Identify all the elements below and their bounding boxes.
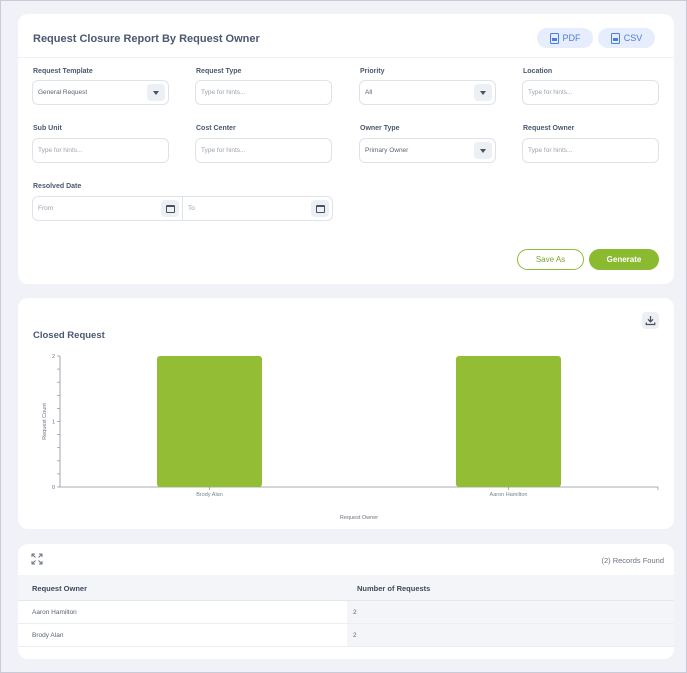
date-to-placeholder: To xyxy=(188,205,195,212)
cell-request-owner: Aaron Hamilton xyxy=(32,609,77,616)
priority-label: Priority xyxy=(360,68,385,75)
chart-title: Closed Request xyxy=(33,330,105,341)
download-chart-button[interactable] xyxy=(642,312,659,329)
cost-center-input[interactable]: Type for hints... xyxy=(195,138,332,163)
pdf-file-icon xyxy=(549,32,559,44)
export-csv-button[interactable]: CSV xyxy=(598,28,655,48)
date-to-input[interactable]: To xyxy=(182,197,332,220)
location-placeholder: Type for hints... xyxy=(528,89,573,96)
date-from-placeholder: From xyxy=(38,205,54,212)
chevron-down-icon[interactable] xyxy=(474,84,492,101)
calendar-icon[interactable] xyxy=(161,200,179,217)
request-owner-placeholder: Type for hints... xyxy=(528,147,573,154)
x-tick-label: Aaron Hamilton xyxy=(490,492,528,498)
priority-value: All xyxy=(365,89,373,96)
x-axis-title: Request Owner xyxy=(340,515,378,521)
calendar-icon[interactable] xyxy=(311,200,329,217)
cost-center-label: Cost Center xyxy=(196,125,236,132)
export-pdf-button[interactable]: PDF xyxy=(537,28,593,48)
request-owner-input[interactable]: Type for hints... xyxy=(522,138,659,163)
sub-unit-label: Sub Unit xyxy=(33,125,62,132)
owner-type-value: Primary Owner xyxy=(365,147,409,154)
cost-center-placeholder: Type for hints... xyxy=(201,147,246,154)
resolved-date-label: Resolved Date xyxy=(33,183,82,190)
title-divider xyxy=(18,57,674,58)
save-as-button[interactable]: Save As xyxy=(517,249,584,270)
location-input[interactable]: Type for hints... xyxy=(522,80,659,105)
y-tick-label: 0 xyxy=(52,485,55,491)
column-header-request-owner[interactable]: Request Owner xyxy=(32,584,88,593)
owner-type-label: Owner Type xyxy=(360,125,400,132)
bar xyxy=(456,356,561,487)
request-owner-label: Request Owner xyxy=(523,125,575,132)
table-row: Aaron Hamilton 2 xyxy=(18,601,674,624)
request-type-input[interactable]: Type for hints... xyxy=(195,80,332,105)
download-icon xyxy=(645,316,656,326)
chevron-down-icon[interactable] xyxy=(474,142,492,159)
y-axis-title: Request Count xyxy=(42,403,48,440)
x-tick-label: Brody Alan xyxy=(196,492,223,498)
records-found-count: (2) Records Found xyxy=(601,556,664,565)
csv-label: CSV xyxy=(623,33,643,43)
column-header-number-of-requests[interactable]: Number of Requests xyxy=(357,584,431,593)
priority-select[interactable]: All xyxy=(359,80,496,105)
resolved-date-range: From To xyxy=(32,196,333,221)
request-template-select[interactable]: General Request xyxy=(32,80,169,105)
y-tick-label: 2 xyxy=(52,354,55,360)
sub-unit-placeholder: Type for hints... xyxy=(38,147,83,154)
owner-type-select[interactable]: Primary Owner xyxy=(359,138,496,163)
expand-icon[interactable] xyxy=(31,553,43,565)
y-tick-label: 1 xyxy=(52,420,55,426)
cell-number-of-requests: 2 xyxy=(347,624,674,646)
chart-card: Closed Request 0 1 2 Brody Alan Aaron Hamilt… xyxy=(18,298,674,529)
location-label: Location xyxy=(523,68,553,75)
generate-button[interactable]: Generate xyxy=(589,249,659,270)
bar xyxy=(157,356,262,487)
table-row: Brody Alan 2 xyxy=(18,624,674,647)
request-template-value: General Request xyxy=(38,89,88,96)
report-title: Request Closure Report By Request Owner xyxy=(33,33,260,45)
request-type-label: Request Type xyxy=(196,68,242,75)
results-table-card: (2) Records Found Request Owner Number o… xyxy=(18,544,674,659)
request-type-placeholder: Type for hints... xyxy=(201,89,246,96)
request-template-label: Request Template xyxy=(33,68,93,75)
cell-number-of-requests: 2 xyxy=(347,601,674,623)
sub-unit-input[interactable]: Type for hints... xyxy=(32,138,169,163)
chevron-down-icon[interactable] xyxy=(147,84,165,101)
csv-file-icon xyxy=(610,32,620,44)
table-header: Request Owner Number of Requests xyxy=(18,575,674,601)
report-filter-card: Request Closure Report By Request Owner … xyxy=(18,14,674,284)
cell-request-owner: Brody Alan xyxy=(32,632,64,639)
pdf-label: PDF xyxy=(562,33,581,43)
bar-chart: 0 1 2 Brody Alan Aaron Hamilton Request Owner… xyxy=(42,354,659,521)
date-from-input[interactable]: From xyxy=(33,197,182,220)
